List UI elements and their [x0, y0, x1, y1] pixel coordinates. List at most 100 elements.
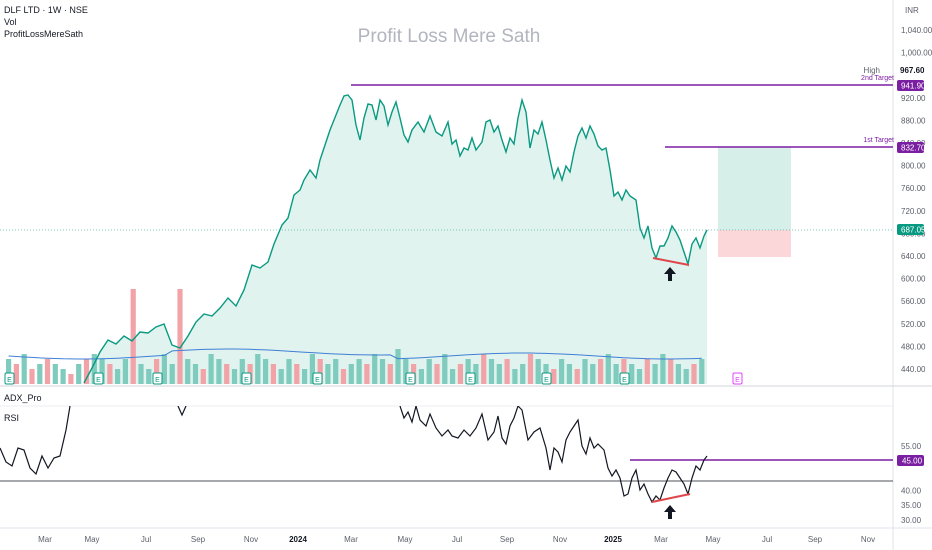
price-tick-label: 1,000.00	[901, 49, 932, 58]
volume-bar	[333, 359, 339, 384]
rsi-tick-label: 40.00	[901, 486, 922, 495]
volume-bar	[418, 369, 424, 384]
volume-bar	[652, 364, 658, 384]
volume-bar	[691, 364, 697, 384]
volume-bar	[325, 364, 331, 384]
time-tick-label: Nov	[244, 535, 258, 544]
price-tick-label: 440.00	[901, 365, 926, 374]
time-tick-label: 2025	[604, 535, 622, 544]
volume-bar	[21, 354, 27, 384]
rsi-tick-label: 30.00	[901, 516, 922, 525]
volume-bar	[660, 354, 666, 384]
volume-bar	[488, 359, 495, 384]
high-value: 967.60	[900, 66, 925, 75]
earnings-marker-icon[interactable]: E	[4, 372, 15, 385]
legend-symbol[interactable]: DLF LTD · 1W · NSE	[4, 5, 88, 15]
volume-bar	[481, 354, 487, 384]
volume-bar	[621, 359, 627, 384]
currency-label: INR	[905, 6, 919, 15]
legend-rsi[interactable]: RSI	[4, 413, 20, 423]
volume-bar	[83, 359, 90, 384]
volume-bar	[29, 369, 35, 384]
volume-bar	[13, 364, 19, 384]
price-tick-label: 640.00	[901, 252, 926, 261]
price-tick-label: 880.00	[901, 116, 926, 125]
price-tick-label: 480.00	[901, 342, 926, 351]
volume-bar	[309, 354, 315, 384]
earnings-marker-icon[interactable]: E	[152, 372, 163, 385]
volume-bar	[496, 364, 502, 384]
volume-bar	[629, 364, 635, 384]
volume-bar	[598, 359, 604, 384]
volume-bar	[146, 369, 152, 384]
volume-bar	[302, 369, 308, 384]
volume-bar	[192, 364, 199, 384]
volume-bar	[504, 359, 510, 384]
volume-bar	[574, 369, 580, 384]
svg-text:E: E	[544, 377, 549, 384]
price-tick-label: 1,040.00	[901, 26, 932, 35]
earnings-marker-icon[interactable]: E	[241, 372, 252, 385]
volume-bar	[138, 364, 144, 384]
time-tick-label: Nov	[553, 535, 567, 544]
earnings-marker-icon[interactable]: E	[312, 372, 323, 385]
price-tick-label: 600.00	[901, 275, 926, 284]
price-divergence-line	[652, 257, 690, 266]
volume-bar	[356, 359, 362, 384]
volume-bar	[403, 359, 409, 384]
volume-bar	[668, 359, 674, 384]
earnings-marker-icon[interactable]: E	[732, 372, 743, 385]
time-tick-label: Mar	[344, 535, 358, 544]
volume-bar	[200, 369, 206, 384]
time-axis[interactable]: Mar May Jul Sep Nov 2024 Mar May Jul Sep Nov 2025 Ma…	[38, 535, 875, 544]
volume-bar	[450, 369, 456, 384]
legend-vol[interactable]: Vol	[4, 17, 17, 27]
svg-text:E: E	[315, 377, 320, 384]
current-price-value: 687.05	[901, 226, 926, 235]
volume-bar	[675, 364, 681, 384]
legend-indicator[interactable]: ProfitLossMereSath	[4, 29, 84, 39]
earnings-marker-icon[interactable]: E	[93, 372, 104, 385]
legend-adx[interactable]: ADX_Pro	[4, 393, 42, 403]
svg-text:E: E	[96, 377, 101, 384]
first-target-label: 1st Target	[863, 137, 894, 144]
volume-bar	[208, 354, 214, 384]
volume-bar	[239, 359, 245, 384]
volume-bar	[699, 359, 705, 384]
earnings-marker-icon[interactable]: E	[405, 372, 416, 385]
volume-bar	[559, 359, 565, 384]
volume-bar	[535, 359, 541, 384]
time-tick-label: Nov	[861, 535, 875, 544]
volume-bar	[348, 364, 354, 384]
price-tick-label: 920.00	[901, 94, 926, 103]
volume-bar	[91, 354, 97, 384]
volume-bar	[68, 374, 74, 384]
volume-bar	[37, 364, 43, 384]
volume-ma-line	[8, 348, 702, 360]
time-tick-label: May	[705, 535, 720, 544]
arrow-up-icon	[664, 505, 676, 519]
volume-bar	[60, 369, 66, 384]
price-tick-label: 520.00	[901, 320, 926, 329]
current-price-badge	[897, 224, 924, 235]
volume-bar	[473, 364, 479, 384]
volume-bar	[44, 359, 51, 384]
second-target-value: 941.90	[901, 82, 926, 91]
time-tick-label: May	[84, 535, 99, 544]
time-tick-label: Mar	[654, 535, 668, 544]
volume-bar	[434, 364, 440, 384]
volume-bar	[177, 289, 183, 384]
volume-bar	[270, 364, 276, 384]
volume-bar	[278, 369, 284, 384]
second-target-label: 2nd Target	[861, 75, 894, 82]
volume-bar	[6, 359, 12, 384]
earnings-marker-icon[interactable]: E	[619, 372, 630, 385]
volume-bar	[605, 354, 611, 384]
volume-bar	[340, 369, 347, 384]
rsi-level-badge	[897, 455, 924, 466]
volume-bar	[465, 359, 471, 384]
earnings-marker-icon[interactable]: E	[465, 372, 476, 385]
earnings-marker-icon[interactable]: E	[541, 372, 552, 385]
